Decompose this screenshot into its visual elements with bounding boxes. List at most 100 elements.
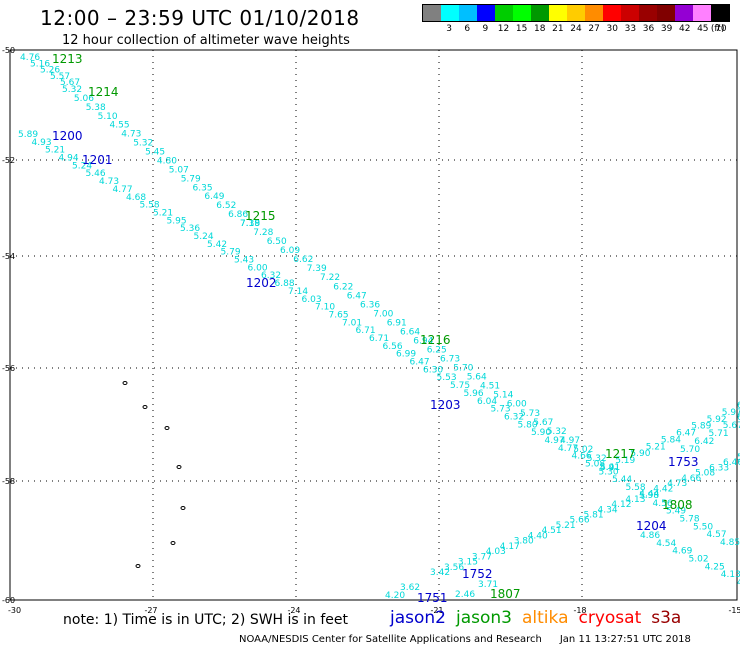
wave-height-value: 4.97 <box>560 436 580 446</box>
wave-height-value: 5.07 <box>169 165 189 175</box>
wave-height-value: 6.71 <box>369 334 389 344</box>
wave-height-value: 4.03 <box>486 547 506 557</box>
track-time-label: 1200 <box>52 129 83 143</box>
wave-height-value: 6.47 <box>676 429 696 439</box>
wave-height-value: 4.73 <box>667 479 687 489</box>
wave-height-value: 5.32 <box>133 139 153 149</box>
wave-height-value: 4.73 <box>121 130 141 140</box>
wave-height-value: 6.30 <box>423 365 443 375</box>
wave-height-value: 5.75 <box>450 381 470 391</box>
track-time-label: 1807 <box>490 587 521 601</box>
wave-height-value: 5.16 <box>30 59 50 69</box>
wave-height-value: 6.50 <box>267 237 287 247</box>
wave-height-value: 4.20 <box>385 591 405 601</box>
legend-swatch <box>639 5 657 21</box>
wave-height-value: 5.21 <box>646 442 666 452</box>
satellite-cryosat: cryosat <box>578 608 642 628</box>
wave-height-value: 6.49 <box>204 192 224 202</box>
legend-tick: 39 <box>660 24 673 34</box>
wave-height-value: 6.71 <box>356 326 376 336</box>
wave-height-value: 5.02 <box>573 445 593 455</box>
legend-swatch <box>657 5 675 21</box>
credit-line: NOAA/NESDIS Center for Satellite Applica… <box>239 634 691 645</box>
wave-height-value: 4.66 <box>572 452 592 462</box>
color-legend: 3 6 9 12 15 18 21 24 27 30 33 36 39 42 45 70 (ft) <box>422 4 730 40</box>
legend-swatch <box>693 5 711 21</box>
wave-height-value: 5.32 <box>547 427 567 437</box>
wave-height-value: 5.73 <box>520 409 540 419</box>
wave-height-value: 6.25 <box>427 346 447 356</box>
lat-label: -58 <box>2 477 15 486</box>
wave-height-value: 4.94 <box>59 154 79 164</box>
wave-height-value: 5.19 <box>615 456 635 466</box>
wave-height-value: 6.06 <box>737 401 740 411</box>
wave-height-value: 5.45 <box>145 148 165 158</box>
wave-height-value: 6.46 <box>723 458 740 468</box>
wave-height-value: 5.73 <box>491 405 511 415</box>
wave-height-value: 6.32 <box>261 271 281 281</box>
legend-swatch <box>711 5 729 21</box>
wave-height-value: 5.02 <box>689 555 709 565</box>
island-outline <box>142 405 148 409</box>
wave-height-value: 4.25 <box>705 562 725 572</box>
wave-height-value: 5.36 <box>180 224 200 234</box>
wave-height-value: 3.77 <box>472 552 492 562</box>
wave-height-value: 5.24 <box>72 161 92 171</box>
wave-height-value: 4.55 <box>110 121 130 131</box>
wave-height-value: 5.97 <box>722 408 740 418</box>
timestamp: Jan 11 13:27:51 UTC 2018 <box>559 634 691 645</box>
wave-height-value: 4.86 <box>640 531 660 541</box>
track-time-label: 1216 <box>420 333 451 347</box>
wave-height-value: 4.56 <box>653 499 673 509</box>
wave-height-value: 4.69 <box>672 547 692 557</box>
island-outline <box>135 564 141 568</box>
wave-height-value: 4.17 <box>500 542 520 552</box>
wave-height-value: 5.34 <box>737 453 740 463</box>
legend-tick: 27 <box>588 24 600 34</box>
wave-height-value: 4.12 <box>611 500 631 510</box>
wave-height-value: 5.70 <box>453 364 473 374</box>
wave-height-value: 4.80 <box>157 157 177 167</box>
legend-tick: 21 <box>552 24 564 34</box>
wave-height-value: 5.78 <box>680 515 700 525</box>
footer-note: note: 1) Time is in UTC; 2) SWH is in fe… <box>63 612 349 628</box>
legend-ticks: 3 6 9 12 15 18 21 24 27 30 33 36 39 42 45 70 (ft) <box>422 22 730 36</box>
wave-height-value: 7.18 <box>240 219 260 229</box>
wave-height-value: 4.85 <box>720 538 740 548</box>
wave-height-value: 4.73 <box>99 177 119 187</box>
satellite-jason3: jason3 <box>456 608 512 628</box>
lon-label: -24 <box>287 606 300 615</box>
wave-height-value: 3.62 <box>400 583 420 593</box>
legend-swatch <box>567 5 585 21</box>
island-outline <box>176 465 182 469</box>
wave-height-value: 5.24 <box>194 232 214 242</box>
legend-tick: 45 <box>697 24 709 34</box>
wave-height-value: 4.57 <box>707 530 727 540</box>
wave-height-value: 7.28 <box>253 228 273 238</box>
wave-height-value: 5.64 <box>467 373 487 383</box>
wave-height-value: 4.42 <box>653 484 673 494</box>
wave-height-value: 6.36 <box>360 300 380 310</box>
wave-height-value: 2.46 <box>455 590 475 600</box>
wave-height-value: 5.89 <box>18 130 38 140</box>
wave-height-value: 6.73 <box>440 355 460 365</box>
wave-height-value: 4.68 <box>126 193 146 203</box>
wave-height-value: 5.79 <box>221 248 241 258</box>
wave-height-value: 4.51 <box>480 382 500 392</box>
wave-height-value: 4.77 <box>558 444 578 454</box>
wave-height-value: 7.14 <box>288 287 308 297</box>
map-subtitle: 12 hour collection of altimeter wave hei… <box>62 33 350 48</box>
wave-height-value: 7.65 <box>329 311 349 321</box>
wave-height-value: 6.42 <box>694 437 714 447</box>
wave-height-value: 4.93 <box>32 138 52 148</box>
wave-height-value: 7.39 <box>240 219 260 229</box>
satellite-jason2: jason2 <box>390 608 446 628</box>
wave-height-value: 6.56 <box>383 342 403 352</box>
island-outline <box>164 426 170 430</box>
wave-height-value: 5.42 <box>207 240 227 250</box>
wave-height-value: 5.30 <box>599 467 619 477</box>
island-outline <box>170 541 176 545</box>
lon-label: -27 <box>144 606 157 615</box>
legend-tick: (ft) <box>710 24 725 34</box>
legend-tick: 36 <box>642 24 655 34</box>
